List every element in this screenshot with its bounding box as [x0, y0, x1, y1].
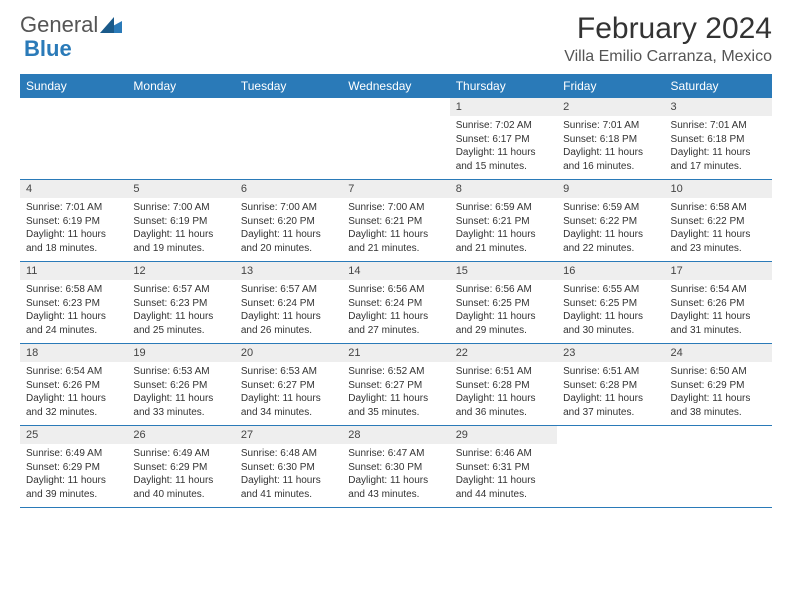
- weekday-header: Wednesday: [342, 74, 449, 98]
- day-number-cell: 26: [127, 426, 234, 445]
- day-content-cell: [342, 116, 449, 180]
- day-content-cell: Sunrise: 6:55 AMSunset: 6:25 PMDaylight:…: [557, 280, 664, 344]
- day-number-row: 11121314151617: [20, 262, 772, 281]
- day-content-cell: Sunrise: 6:50 AMSunset: 6:29 PMDaylight:…: [665, 362, 772, 426]
- day-content-cell: Sunrise: 6:48 AMSunset: 6:30 PMDaylight:…: [235, 444, 342, 508]
- day-number-cell: 23: [557, 344, 664, 363]
- day-content-cell: Sunrise: 6:56 AMSunset: 6:24 PMDaylight:…: [342, 280, 449, 344]
- day-number-cell: 8: [450, 180, 557, 199]
- weekday-header: Monday: [127, 74, 234, 98]
- day-content-cell: Sunrise: 6:59 AMSunset: 6:21 PMDaylight:…: [450, 198, 557, 262]
- day-number-cell: [557, 426, 664, 445]
- day-number-cell: 16: [557, 262, 664, 281]
- day-number-cell: 22: [450, 344, 557, 363]
- day-number-cell: 21: [342, 344, 449, 363]
- day-content-cell: Sunrise: 6:58 AMSunset: 6:23 PMDaylight:…: [20, 280, 127, 344]
- location: Villa Emilio Carranza, Mexico: [564, 48, 772, 66]
- day-content-cell: [235, 116, 342, 180]
- day-content-cell: Sunrise: 6:51 AMSunset: 6:28 PMDaylight:…: [450, 362, 557, 426]
- weekday-header: Saturday: [665, 74, 772, 98]
- day-content-cell: Sunrise: 7:00 AMSunset: 6:19 PMDaylight:…: [127, 198, 234, 262]
- day-content-cell: [665, 444, 772, 508]
- day-content-cell: [20, 116, 127, 180]
- day-number-cell: 9: [557, 180, 664, 199]
- day-content-cell: Sunrise: 6:59 AMSunset: 6:22 PMDaylight:…: [557, 198, 664, 262]
- day-content-cell: Sunrise: 7:00 AMSunset: 6:21 PMDaylight:…: [342, 198, 449, 262]
- header: General February 2024 Villa Emilio Carra…: [20, 12, 772, 66]
- day-number-cell: 11: [20, 262, 127, 281]
- day-content-cell: Sunrise: 6:54 AMSunset: 6:26 PMDaylight:…: [665, 280, 772, 344]
- day-number-cell: [342, 98, 449, 116]
- day-number-cell: 28: [342, 426, 449, 445]
- day-number-cell: [665, 426, 772, 445]
- day-number-cell: 29: [450, 426, 557, 445]
- day-number-cell: 25: [20, 426, 127, 445]
- day-number-cell: 3: [665, 98, 772, 116]
- calendar-table: Sunday Monday Tuesday Wednesday Thursday…: [20, 74, 772, 508]
- day-content-cell: Sunrise: 6:53 AMSunset: 6:27 PMDaylight:…: [235, 362, 342, 426]
- month-title: February 2024: [564, 12, 772, 46]
- day-content-row: Sunrise: 7:01 AMSunset: 6:19 PMDaylight:…: [20, 198, 772, 262]
- weekday-header: Tuesday: [235, 74, 342, 98]
- day-content-cell: Sunrise: 7:00 AMSunset: 6:20 PMDaylight:…: [235, 198, 342, 262]
- logo-text-2: Blue: [24, 36, 72, 62]
- day-number-cell: 10: [665, 180, 772, 199]
- weekday-header: Thursday: [450, 74, 557, 98]
- logo-line2: Blue: [24, 36, 72, 62]
- day-number-cell: 24: [665, 344, 772, 363]
- day-content-cell: Sunrise: 6:52 AMSunset: 6:27 PMDaylight:…: [342, 362, 449, 426]
- day-content-cell: [557, 444, 664, 508]
- day-content-cell: Sunrise: 7:02 AMSunset: 6:17 PMDaylight:…: [450, 116, 557, 180]
- day-number-cell: 19: [127, 344, 234, 363]
- day-number-cell: 15: [450, 262, 557, 281]
- day-number-cell: 5: [127, 180, 234, 199]
- day-content-cell: Sunrise: 7:01 AMSunset: 6:18 PMDaylight:…: [557, 116, 664, 180]
- day-number-cell: 13: [235, 262, 342, 281]
- day-number-cell: 14: [342, 262, 449, 281]
- day-content-cell: [127, 116, 234, 180]
- day-number-cell: [235, 98, 342, 116]
- day-content-cell: Sunrise: 7:01 AMSunset: 6:19 PMDaylight:…: [20, 198, 127, 262]
- day-number-row: 45678910: [20, 180, 772, 199]
- day-content-row: Sunrise: 6:58 AMSunset: 6:23 PMDaylight:…: [20, 280, 772, 344]
- weekday-header: Friday: [557, 74, 664, 98]
- day-content-cell: Sunrise: 6:51 AMSunset: 6:28 PMDaylight:…: [557, 362, 664, 426]
- day-number-row: 2526272829: [20, 426, 772, 445]
- day-content-cell: Sunrise: 6:56 AMSunset: 6:25 PMDaylight:…: [450, 280, 557, 344]
- day-number-cell: 17: [665, 262, 772, 281]
- day-content-cell: Sunrise: 6:53 AMSunset: 6:26 PMDaylight:…: [127, 362, 234, 426]
- day-content-cell: Sunrise: 6:57 AMSunset: 6:23 PMDaylight:…: [127, 280, 234, 344]
- day-number-cell: 1: [450, 98, 557, 116]
- day-number-cell: 20: [235, 344, 342, 363]
- day-number-row: 123: [20, 98, 772, 116]
- day-content-row: Sunrise: 6:54 AMSunset: 6:26 PMDaylight:…: [20, 362, 772, 426]
- day-number-cell: 18: [20, 344, 127, 363]
- day-content-cell: Sunrise: 6:46 AMSunset: 6:31 PMDaylight:…: [450, 444, 557, 508]
- day-content-cell: Sunrise: 6:54 AMSunset: 6:26 PMDaylight:…: [20, 362, 127, 426]
- logo-icon: [100, 17, 122, 33]
- day-number-cell: [127, 98, 234, 116]
- day-content-cell: Sunrise: 6:57 AMSunset: 6:24 PMDaylight:…: [235, 280, 342, 344]
- day-number-cell: 7: [342, 180, 449, 199]
- day-number-cell: 2: [557, 98, 664, 116]
- day-number-cell: 4: [20, 180, 127, 199]
- title-block: February 2024 Villa Emilio Carranza, Mex…: [564, 12, 772, 66]
- day-content-row: Sunrise: 7:02 AMSunset: 6:17 PMDaylight:…: [20, 116, 772, 180]
- logo: General: [20, 12, 122, 38]
- day-number-cell: [20, 98, 127, 116]
- day-content-cell: Sunrise: 7:01 AMSunset: 6:18 PMDaylight:…: [665, 116, 772, 180]
- day-number-cell: 12: [127, 262, 234, 281]
- day-number-cell: 27: [235, 426, 342, 445]
- day-content-cell: Sunrise: 6:49 AMSunset: 6:29 PMDaylight:…: [20, 444, 127, 508]
- logo-text-1: General: [20, 12, 98, 38]
- day-content-cell: Sunrise: 6:49 AMSunset: 6:29 PMDaylight:…: [127, 444, 234, 508]
- day-number-row: 18192021222324: [20, 344, 772, 363]
- day-content-cell: Sunrise: 6:47 AMSunset: 6:30 PMDaylight:…: [342, 444, 449, 508]
- day-number-cell: 6: [235, 180, 342, 199]
- weekday-header-row: Sunday Monday Tuesday Wednesday Thursday…: [20, 74, 772, 98]
- day-content-cell: Sunrise: 6:58 AMSunset: 6:22 PMDaylight:…: [665, 198, 772, 262]
- weekday-header: Sunday: [20, 74, 127, 98]
- day-content-row: Sunrise: 6:49 AMSunset: 6:29 PMDaylight:…: [20, 444, 772, 508]
